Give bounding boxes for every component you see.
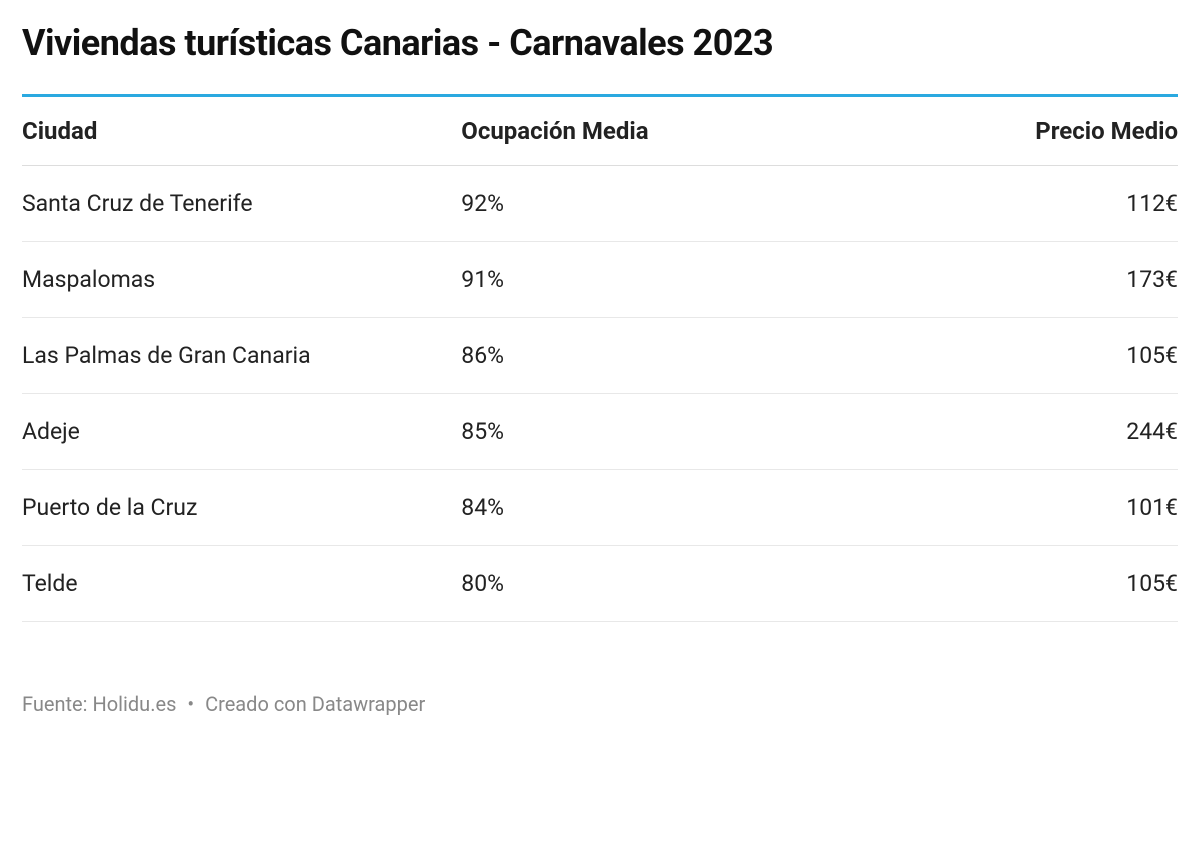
cell-city: Santa Cruz de Tenerife [22,166,461,242]
cell-city: Puerto de la Cruz [22,470,461,546]
cell-price: 173€ [901,242,1178,318]
cell-city: Adeje [22,394,461,470]
cell-price: 105€ [901,546,1178,622]
cell-price: 244€ [901,394,1178,470]
footer-source-value: Holidu.es [92,692,176,716]
column-header-city: Ciudad [22,96,461,166]
table-row: Maspalomas 91% 173€ [22,242,1178,318]
table-row: Santa Cruz de Tenerife 92% 112€ [22,166,1178,242]
cell-occupancy: 80% [461,546,900,622]
table-row: Puerto de la Cruz 84% 101€ [22,470,1178,546]
cell-price: 105€ [901,318,1178,394]
cell-city: Las Palmas de Gran Canaria [22,318,461,394]
footer-source-label: Fuente: [22,692,88,716]
cell-city: Maspalomas [22,242,461,318]
table-header-row: Ciudad Ocupación Media Precio Medio [22,96,1178,166]
cell-occupancy: 91% [461,242,900,318]
chart-footer: Fuente: Holidu.es • Creado con Datawrapp… [22,692,1178,716]
cell-occupancy: 84% [461,470,900,546]
chart-title: Viviendas turísticas Canarias - Carnaval… [22,22,1178,64]
footer-created-with: Creado con Datawrapper [205,692,425,716]
cell-occupancy: 92% [461,166,900,242]
table-body: Santa Cruz de Tenerife 92% 112€ Maspalom… [22,166,1178,622]
data-table-container: Ciudad Ocupación Media Precio Medio Sant… [22,94,1178,622]
footer-separator: • [187,692,194,716]
cell-price: 101€ [901,470,1178,546]
column-header-occupancy: Ocupación Media [461,96,900,166]
cell-city: Telde [22,546,461,622]
table-row: Las Palmas de Gran Canaria 86% 105€ [22,318,1178,394]
table-row: Telde 80% 105€ [22,546,1178,622]
cell-occupancy: 85% [461,394,900,470]
column-header-price: Precio Medio [901,96,1178,166]
cell-price: 112€ [901,166,1178,242]
data-table: Ciudad Ocupación Media Precio Medio Sant… [22,94,1178,622]
table-row: Adeje 85% 244€ [22,394,1178,470]
cell-occupancy: 86% [461,318,900,394]
